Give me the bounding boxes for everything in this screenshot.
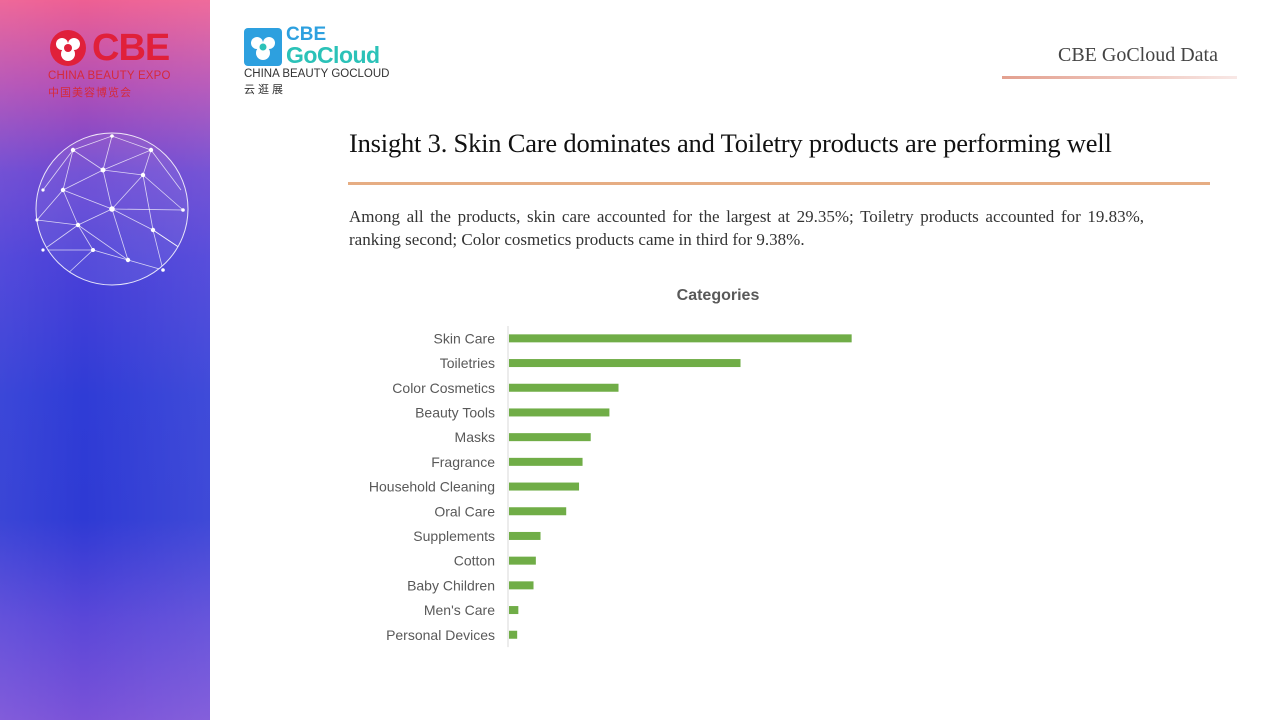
category-label: Beauty Tools (415, 404, 495, 420)
slide-description: Among all the products, skin care accoun… (349, 207, 1144, 249)
categories-bar-chart: Skin Care Toiletries Color Cosmetics Beauty… (369, 326, 852, 648)
category-label: Masks (455, 429, 495, 445)
cbe-wordmark: CBE (92, 27, 170, 69)
category-label: Toiletries (440, 355, 495, 371)
cbe-flower-icon (50, 30, 86, 66)
category-label: Color Cosmetics (392, 380, 495, 396)
bar (509, 359, 741, 368)
cbe-logo: CBE CHINA BEAUTY EXPO 中国美容博览会 (48, 27, 188, 100)
network-globe-icon (35, 132, 189, 286)
bar (509, 457, 583, 466)
gocloud-flower-icon (244, 28, 282, 66)
slide-title: Insight 3. Skin Care dominates and Toile… (349, 128, 1112, 158)
category-label: Oral Care (434, 503, 495, 519)
bar (509, 531, 541, 540)
category-label: Fragrance (431, 454, 495, 470)
bar (509, 507, 567, 516)
gocloud-subtitle-en: CHINA BEAUTY GOCLOUD (244, 68, 390, 80)
chart-title: Categories (676, 287, 760, 304)
category-label: Supplements (413, 528, 495, 544)
sidebar-panel: CBE CHINA BEAUTY EXPO 中国美容博览会 (0, 0, 210, 720)
title-divider (348, 182, 1210, 185)
header-tag: CBE GoCloud Data (1058, 44, 1218, 66)
category-label: Personal Devices (386, 627, 495, 643)
bar (509, 606, 519, 615)
bar (509, 581, 534, 590)
category-label: Skin Care (434, 330, 496, 346)
category-label: Baby Children (407, 577, 495, 593)
cbe-subtitle-en: CHINA BEAUTY EXPO (48, 70, 171, 82)
bar (509, 482, 580, 491)
bar (509, 556, 536, 565)
category-label: Household Cleaning (369, 479, 495, 495)
gocloud-wordmark-cbe: CBE (286, 24, 327, 45)
bar (509, 630, 518, 639)
bar (509, 334, 852, 343)
bar (509, 383, 619, 392)
gocloud-wordmark: GoCloud (286, 42, 380, 68)
bar (509, 408, 610, 417)
header-underline (1002, 76, 1237, 79)
category-label: Men's Care (424, 602, 495, 618)
gocloud-logo: CBE GoCloud CHINA BEAUTY GOCLOUD 云逛展 (244, 24, 404, 96)
cbe-subtitle-cn: 中国美容博览会 (48, 87, 132, 99)
gocloud-subtitle-cn: 云逛展 (244, 84, 286, 96)
bar (509, 433, 591, 442)
sidebar-gradient (0, 0, 210, 720)
category-label: Cotton (454, 553, 495, 569)
